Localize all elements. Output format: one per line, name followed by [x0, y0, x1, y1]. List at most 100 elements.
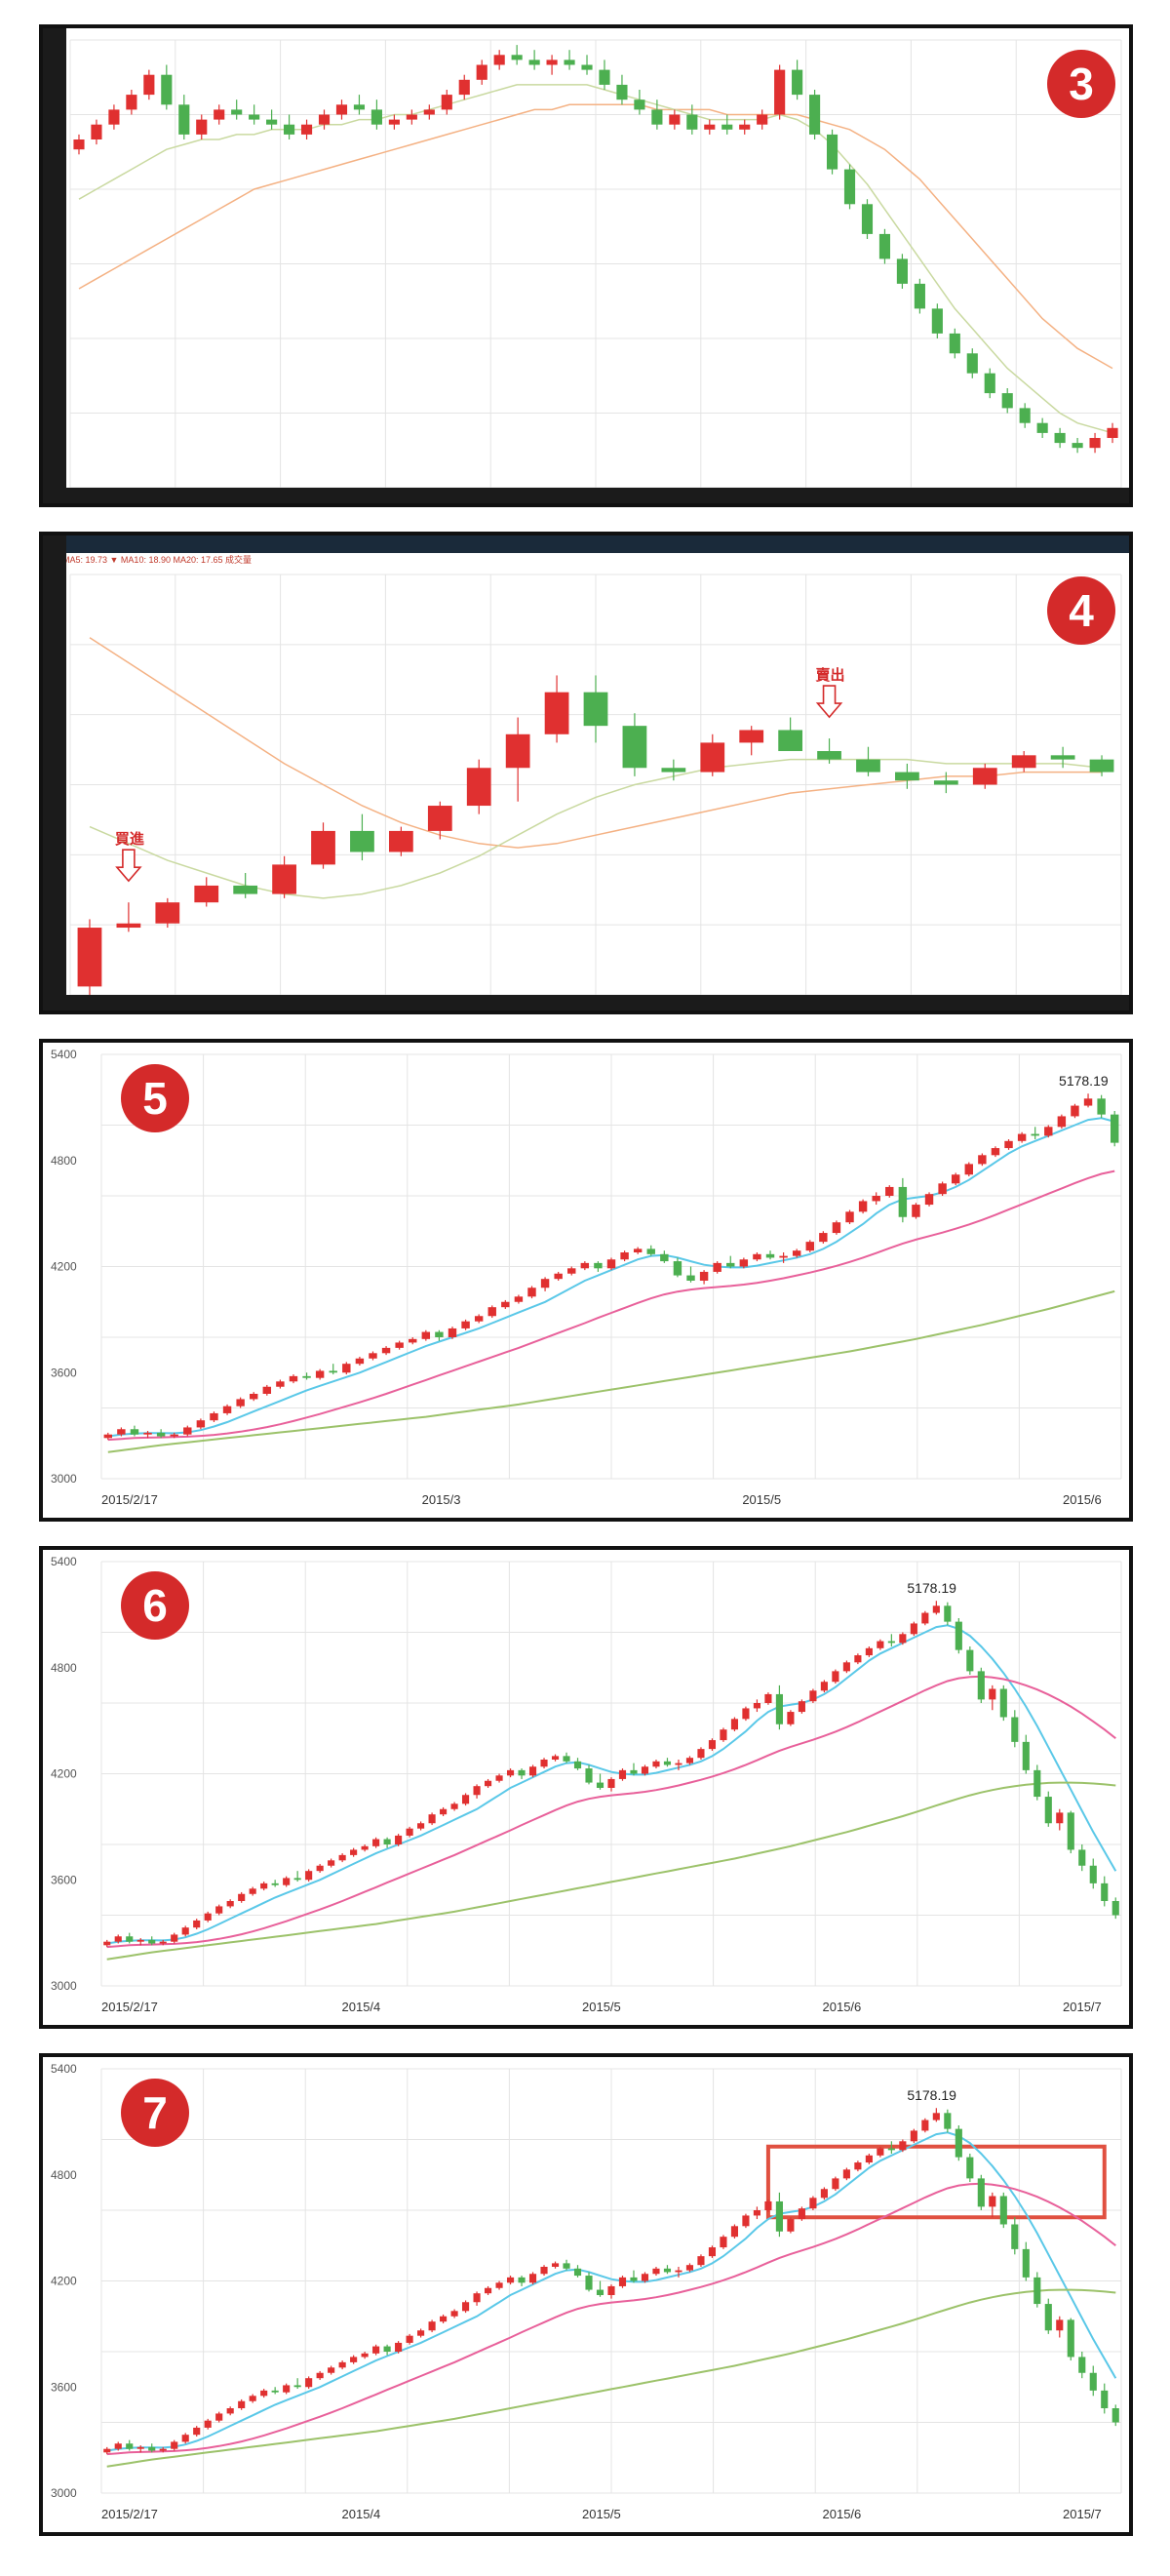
candle-body [753, 1253, 761, 1260]
candlestick [495, 2280, 503, 2290]
candlestick [440, 1806, 448, 1816]
candle-body [977, 1671, 985, 1700]
candlestick [484, 2285, 492, 2295]
chart-panel-4: MA5: 19.73 ▼ MA10: 18.90 MA20: 17.65 成交量… [39, 532, 1133, 1014]
candlestick [966, 1646, 974, 1675]
panel-number-badge: 4 [1047, 576, 1115, 645]
candle-body [293, 2385, 301, 2388]
candle-body [877, 2148, 884, 2156]
candle-body [896, 258, 908, 284]
candlestick [899, 1632, 907, 1645]
candlestick [1054, 427, 1066, 449]
candle-body [116, 923, 141, 929]
moving-average-line [107, 1289, 1115, 1453]
grid [69, 39, 1122, 489]
candle-body [506, 1769, 515, 1776]
candlestick [1057, 1114, 1067, 1129]
candlestick [921, 1610, 929, 1626]
y-tick-label: 4800 [51, 1661, 77, 1675]
candle-body [663, 2268, 672, 2273]
candle-body [1089, 1865, 1097, 1883]
candlestick [183, 1425, 192, 1437]
candle-body [417, 2330, 425, 2336]
candlestick [1022, 1734, 1030, 1774]
candlestick [427, 801, 452, 840]
candlestick [338, 1853, 346, 1863]
candle-body [300, 124, 313, 135]
candlestick [1071, 1103, 1079, 1119]
candlestick [887, 2141, 895, 2154]
moving-average-line [78, 103, 1113, 370]
candle-body [661, 768, 686, 773]
candle-body [594, 1262, 603, 1269]
candlestick [1034, 2272, 1041, 2308]
candle-body [739, 124, 751, 130]
candle-body [262, 1386, 272, 1394]
candle-body [914, 283, 925, 309]
candle-body [271, 2390, 279, 2393]
candlestick [820, 1680, 828, 1693]
panel-number-badge: 7 [121, 2079, 189, 2147]
candle-body [1031, 1133, 1039, 1136]
candlestick [641, 1764, 649, 1776]
candlestick [999, 1684, 1007, 1722]
candle-body [448, 1328, 457, 1337]
candle-body [540, 1760, 548, 1767]
candle-body [181, 1927, 189, 1935]
candle-body [931, 308, 943, 334]
candle-body [685, 2265, 694, 2271]
candlestick [984, 368, 995, 399]
candle-body [170, 1434, 178, 1437]
candlestick [1110, 1111, 1119, 1147]
candlestick [673, 1257, 682, 1278]
candlestick [720, 1727, 727, 1742]
candle-body [428, 2321, 436, 2331]
candlestick [842, 2167, 850, 2181]
candlestick [495, 1773, 503, 1783]
candlestick [335, 99, 348, 120]
candle-body [573, 1761, 582, 1769]
candle-body [193, 1920, 201, 1928]
candle-body [441, 95, 452, 110]
candle-body [1044, 1127, 1053, 1136]
candlestick [1089, 432, 1101, 454]
moving-average-line [106, 1624, 1117, 1945]
candle-body [506, 2277, 515, 2283]
candle-body [872, 1196, 880, 1202]
candle-body [181, 2435, 189, 2442]
candle-body [103, 1941, 111, 1946]
candle-body [854, 1655, 862, 1663]
candlestick [540, 1277, 550, 1291]
moving-average-line [106, 2131, 1117, 2452]
y-tick-label: 4200 [51, 1767, 77, 1781]
candle-body [832, 1671, 839, 1683]
candle-body [708, 2247, 717, 2257]
candlestick [1056, 1808, 1064, 1831]
candlestick [720, 2235, 727, 2249]
candlestick [126, 1932, 134, 1944]
candle-body [663, 1761, 672, 1765]
candlestick [196, 114, 208, 139]
candle-body [949, 333, 960, 354]
candlestick [914, 278, 925, 314]
candlestick [819, 1231, 828, 1244]
candle-body [585, 1768, 593, 1783]
candle-body [355, 1358, 365, 1365]
candle-body [311, 830, 335, 865]
down-arrow-icon [115, 849, 142, 883]
candlestick [501, 1299, 510, 1309]
grid [100, 1561, 1122, 1987]
candle-body [77, 928, 102, 987]
candlestick [1017, 1131, 1027, 1143]
candlestick [832, 2176, 839, 2192]
candlestick [461, 1319, 470, 1330]
candle-body [699, 1271, 709, 1281]
candle-body [798, 2208, 805, 2220]
candle-body [423, 109, 435, 115]
candlestick [506, 2276, 515, 2285]
candlestick [458, 74, 470, 100]
candle-body [406, 2335, 413, 2343]
candlestick [563, 1752, 570, 1764]
candle-body [318, 114, 331, 125]
candle-body [1107, 427, 1118, 438]
